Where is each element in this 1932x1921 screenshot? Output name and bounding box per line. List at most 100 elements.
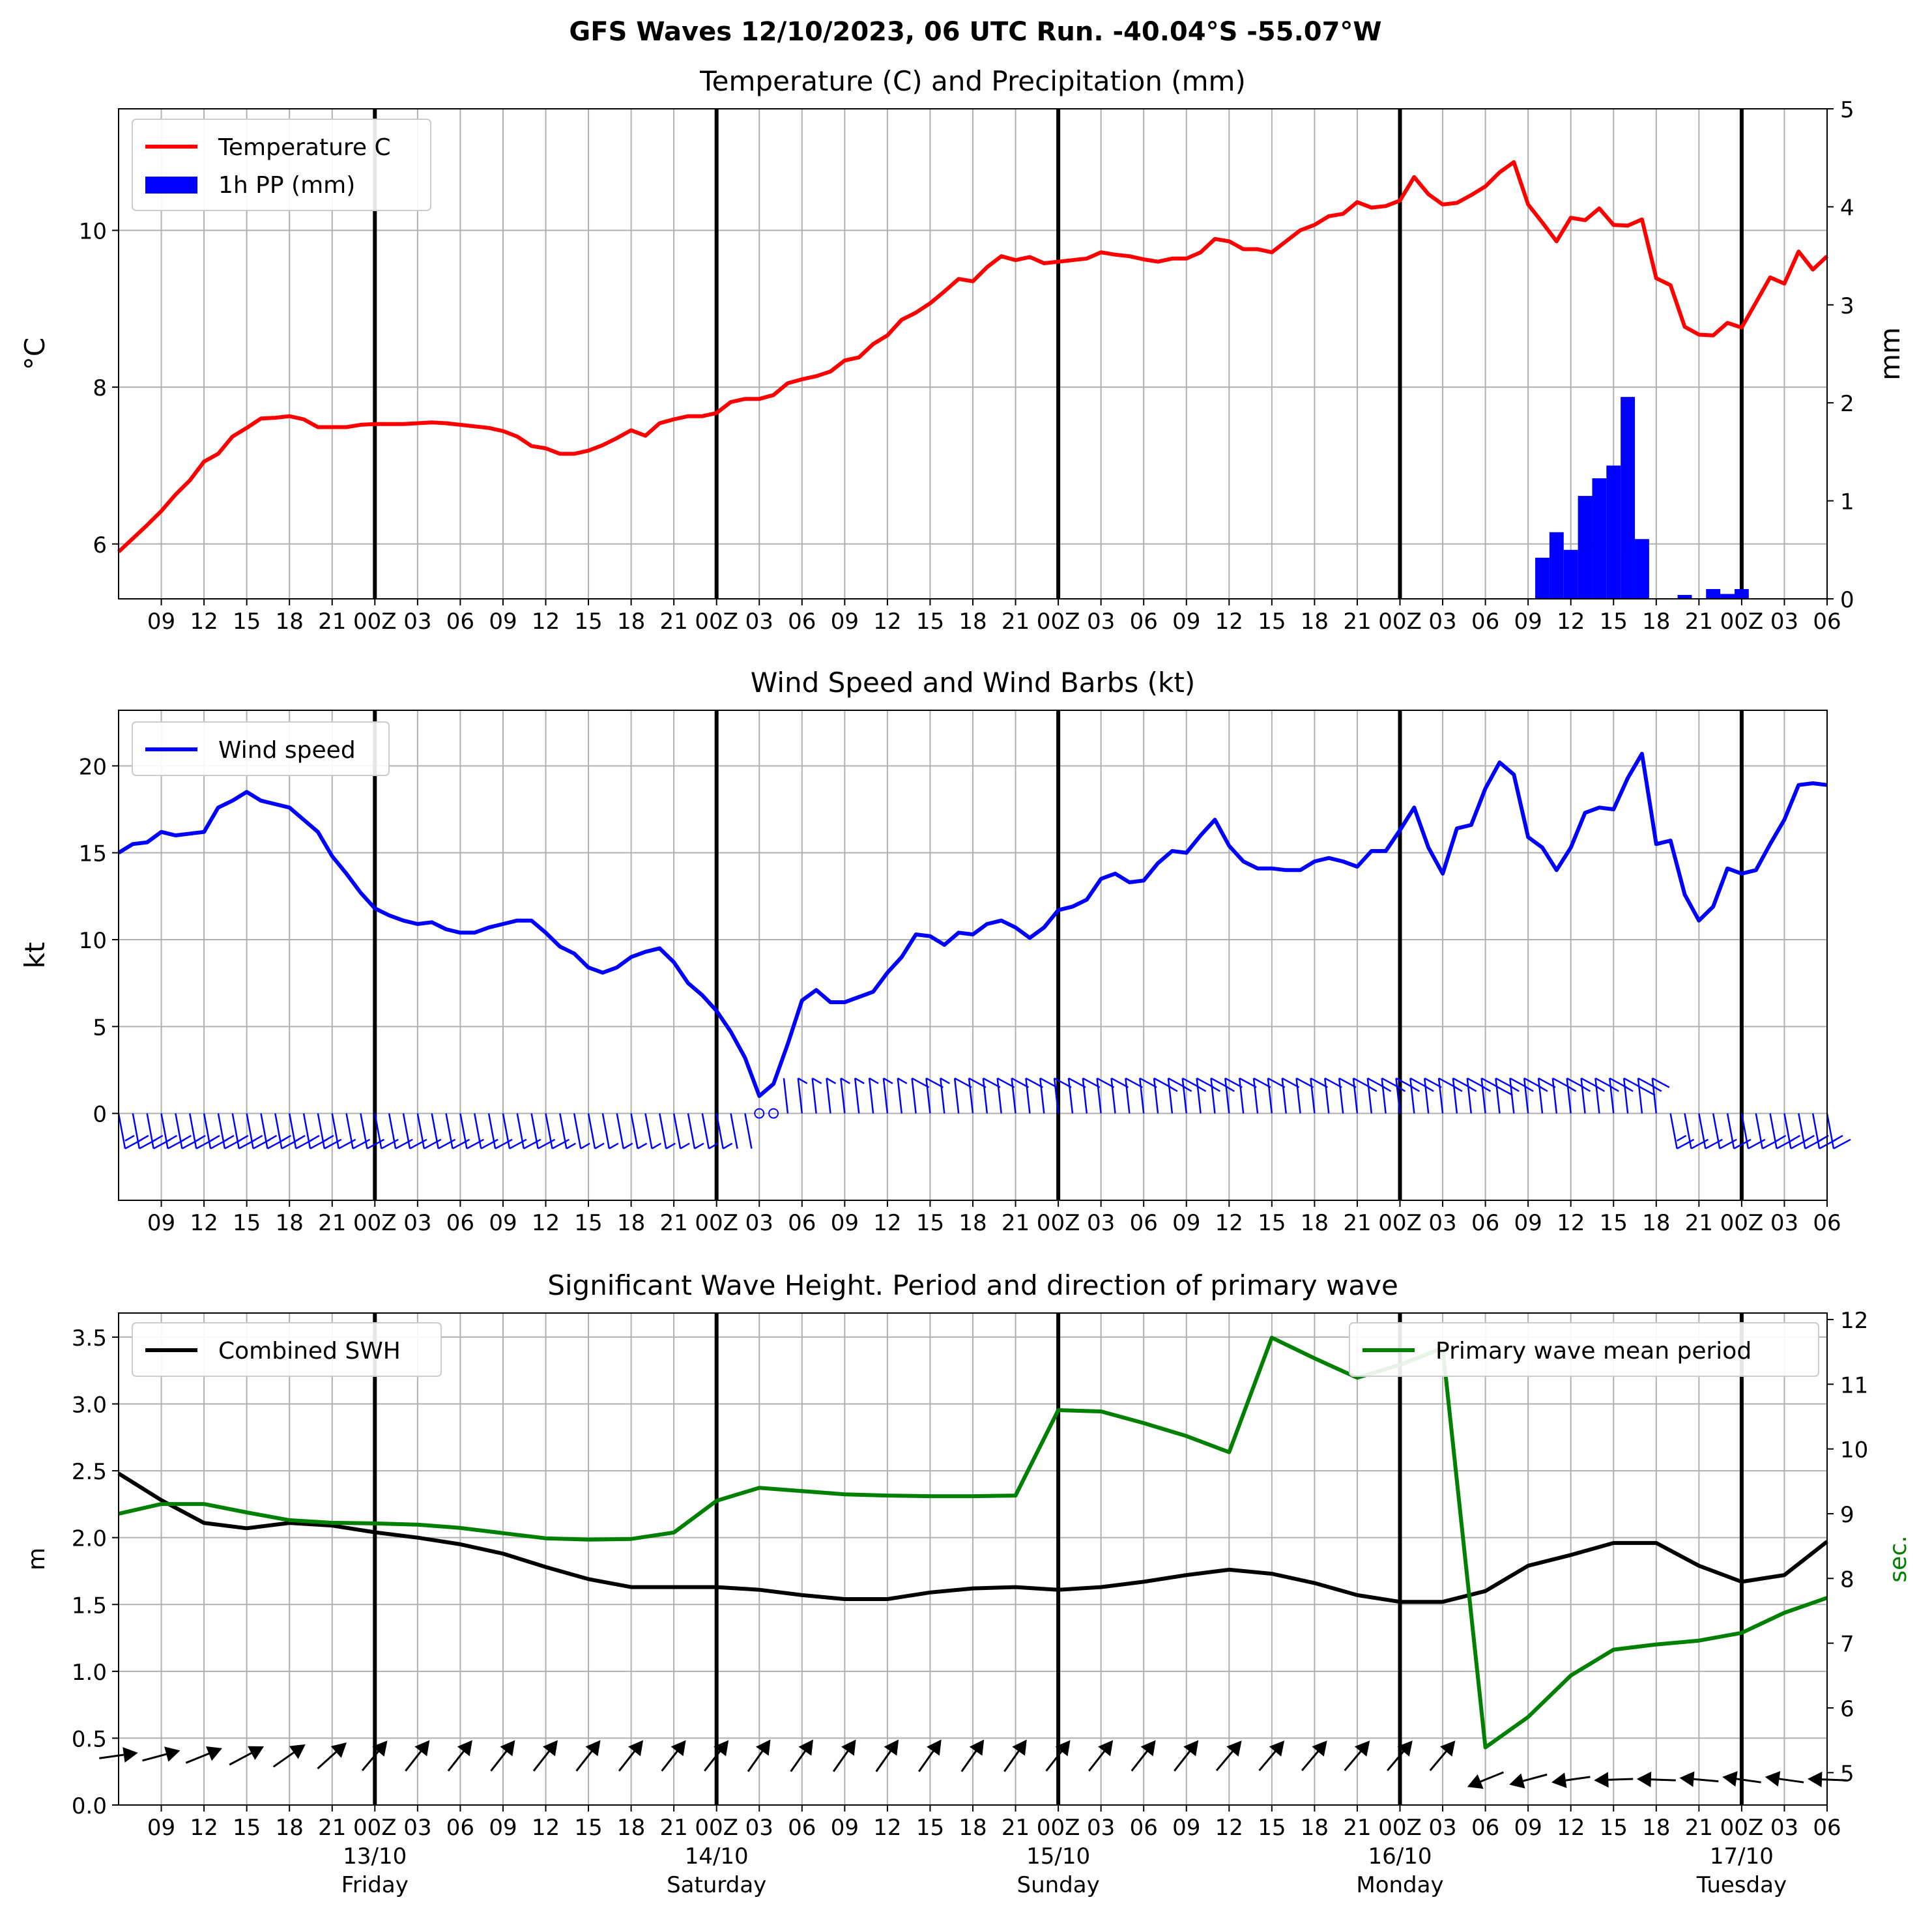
y-tick-label: 10 <box>79 928 107 954</box>
x-tick-label: 21 <box>1343 1815 1371 1841</box>
wind-barb-shaft <box>559 1113 568 1149</box>
wave-direction-arrow <box>918 1739 942 1772</box>
wind-barb <box>616 1113 633 1149</box>
wind-barb-feather <box>1039 1077 1058 1088</box>
x-tick-label: 09 <box>147 1815 175 1841</box>
wind-barb-feather <box>1097 1077 1115 1088</box>
wind-barb <box>1698 1113 1723 1149</box>
wind-barb-feather <box>409 1138 427 1149</box>
wind-barb <box>687 1113 704 1149</box>
wave-direction-arrow <box>1301 1740 1327 1772</box>
wind-barb-shaft <box>1224 1078 1230 1114</box>
wind-barb-shaft <box>445 1113 454 1149</box>
wind-barb-half-feather <box>883 1077 893 1084</box>
wind-barb-feather <box>1495 1085 1514 1096</box>
arrow-shaft <box>832 1747 851 1772</box>
arrow-shaft <box>875 1747 894 1772</box>
wind-barb-shaft <box>1295 1078 1301 1114</box>
x-tick-label: 00Z <box>1037 609 1080 635</box>
wind-barb <box>1826 1113 1851 1149</box>
x-tick-label: 00Z <box>1720 609 1764 635</box>
y-tick-label: 2.0 <box>72 1526 107 1552</box>
x-date-label: 17/10 <box>1710 1843 1774 1870</box>
wave-direction-arrow <box>1722 1771 1761 1787</box>
wind-barb-half-feather <box>1424 1085 1434 1092</box>
wind-barb-feather <box>167 1138 186 1149</box>
wind-barb <box>573 1113 590 1149</box>
precip-bar <box>1635 539 1649 599</box>
wind-barb <box>1167 1077 1186 1114</box>
wind-barb <box>1495 1077 1514 1114</box>
wind-barb-shaft <box>530 1113 539 1149</box>
wind-barb-feather <box>538 1138 556 1149</box>
y-tick-label: 5 <box>93 1015 107 1041</box>
x-tick-label: 18 <box>617 609 645 635</box>
x-tick-label: 18 <box>959 609 987 635</box>
wind-barb-feather <box>267 1138 285 1149</box>
wind-barb-feather <box>1705 1138 1723 1149</box>
wind-barb <box>1726 1113 1752 1149</box>
wind-barb-feather <box>1609 1077 1627 1088</box>
legend-label: Temperature C <box>218 134 391 161</box>
wind-barb-feather <box>1538 1077 1556 1088</box>
wind-barb-shaft <box>388 1113 397 1149</box>
wind-barb-half-feather <box>665 1142 676 1149</box>
wind-barb <box>925 1077 944 1114</box>
arrow-shaft <box>1690 1778 1719 1783</box>
x-tick-label: 12 <box>190 1210 218 1236</box>
wind-barb <box>1039 1077 1058 1114</box>
wind-barb-feather <box>1594 1077 1613 1088</box>
arrow-shaft <box>1088 1748 1108 1772</box>
wind-barb <box>1452 1077 1471 1114</box>
wind-barb-shaft <box>203 1113 212 1149</box>
x-tick-label: 03 <box>1087 609 1115 635</box>
wind-barb-half-feather <box>1480 1085 1492 1092</box>
x-tick-label: 09 <box>489 1210 517 1236</box>
x-tick-label: 15 <box>574 609 602 635</box>
y-tick-label: 3.0 <box>72 1393 107 1419</box>
wind-barb-feather <box>1196 1077 1215 1088</box>
wind-barb-half-feather <box>1623 1085 1634 1092</box>
wind-barb-shaft <box>146 1113 154 1149</box>
wind-barb-shaft <box>783 1078 789 1114</box>
wind-barb-feather <box>366 1138 385 1149</box>
wind-barb-feather <box>1282 1077 1300 1088</box>
arrow-head <box>289 1744 306 1759</box>
wind-barb-shaft <box>1352 1078 1359 1114</box>
wind-barb-shaft <box>1594 1078 1600 1114</box>
wind-barb-shaft <box>1082 1078 1088 1114</box>
wind-barb <box>783 1078 789 1114</box>
wind-barb-feather <box>1310 1077 1328 1088</box>
x-tick-label: 09 <box>489 609 517 635</box>
wind-barb-feather <box>1677 1138 1695 1149</box>
wind-barb-half-feather <box>798 1077 808 1084</box>
y2-tick-label: 10 <box>1840 1437 1868 1464</box>
x-tick-label: 21 <box>1685 1815 1713 1841</box>
arrow-shaft <box>1301 1748 1321 1772</box>
wind-barb <box>1324 1077 1342 1114</box>
x-tick-label: 03 <box>403 1210 431 1236</box>
arrow-head <box>164 1746 180 1762</box>
wind-barb-half-feather <box>1833 1134 1843 1142</box>
wind-barb <box>1740 1113 1766 1149</box>
wind-barb-feather <box>1523 1077 1542 1088</box>
x-tick-label: 12 <box>532 1210 560 1236</box>
wind-barb-feather <box>353 1138 371 1149</box>
wind-barb-half-feather <box>324 1134 334 1142</box>
wind-barb-half-feather <box>594 1142 605 1149</box>
arrow-head <box>628 1740 644 1757</box>
wind-barb-shaft <box>175 1113 183 1149</box>
wind-barb-shaft <box>1769 1113 1778 1149</box>
legend-label: Primary wave mean period <box>1435 1338 1752 1365</box>
y-tick-label: 20 <box>79 754 107 780</box>
wind-barb-feather <box>1367 1077 1385 1088</box>
wind-barb <box>559 1113 576 1149</box>
wind-barb-shaft <box>1025 1078 1031 1114</box>
precip-bar <box>1606 465 1621 599</box>
wind-barb <box>1566 1077 1585 1114</box>
x-tick-label: 06 <box>1471 1815 1499 1841</box>
wind-barb <box>1196 1077 1215 1114</box>
wind-barb-feather <box>1652 1077 1670 1088</box>
wind-barb-shaft <box>1423 1078 1430 1114</box>
wind-barb-shaft <box>545 1113 553 1149</box>
